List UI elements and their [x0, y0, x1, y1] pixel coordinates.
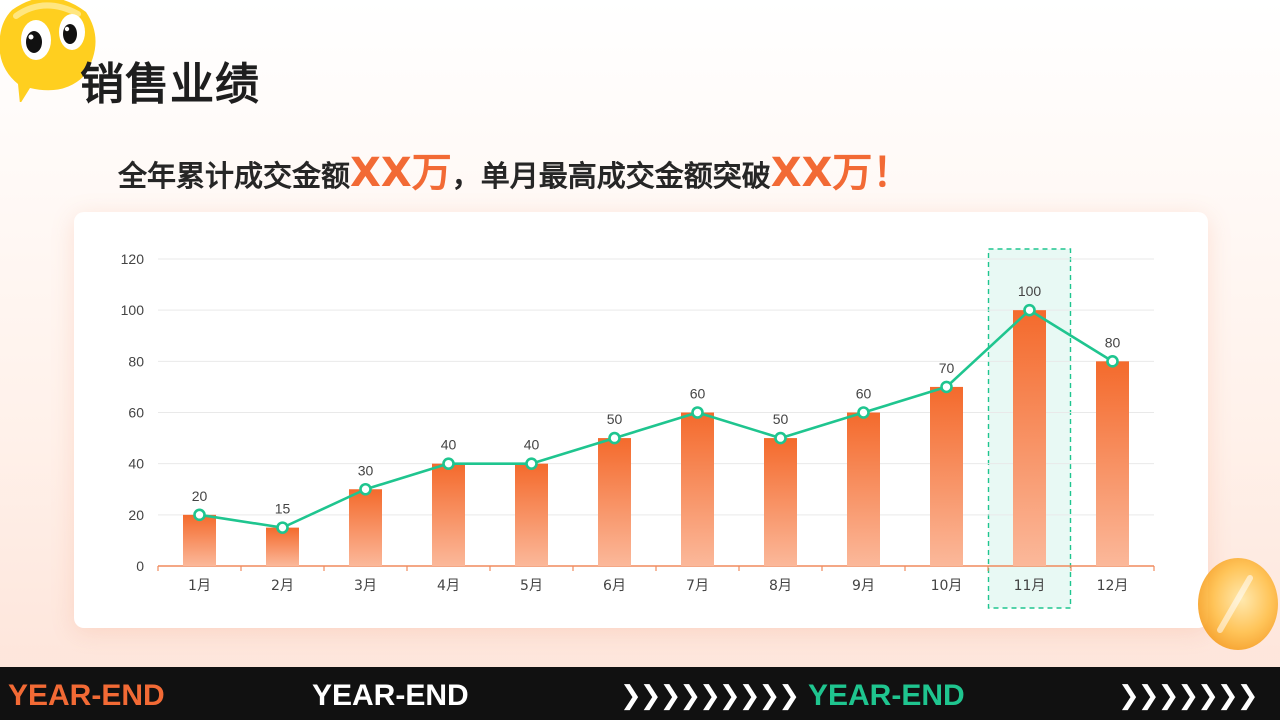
line-point	[940, 380, 953, 394]
line-point	[857, 406, 870, 419]
bar-1月	[183, 514, 216, 566]
data-label: 60	[856, 386, 872, 402]
data-label: 40	[524, 437, 540, 453]
bar-2月	[266, 527, 299, 566]
bar-5月	[515, 463, 548, 566]
line-point	[1106, 355, 1119, 368]
data-label: 40	[441, 437, 457, 453]
x-tick-label: 5月	[520, 578, 543, 594]
bar-10月	[930, 386, 963, 566]
data-label: 15	[275, 501, 291, 517]
bar-3月	[349, 489, 382, 566]
line-point	[525, 457, 538, 470]
bar-7月	[681, 412, 714, 566]
line-point	[691, 406, 704, 419]
data-label: 20	[192, 488, 208, 504]
banner-outline-text: REVIEW	[476, 678, 596, 712]
chart-card: 0 20 40 60 80 100 120 1月 2月 3月 4月 5月 6月 7月 8月 9月 10月 11月 1…	[74, 212, 1208, 628]
x-tick-label: 2月	[271, 578, 294, 594]
banner-solid-text: YEAR-END	[8, 679, 174, 712]
bar-9月	[847, 412, 880, 566]
bar-4月	[432, 463, 465, 566]
mascot-illustration	[0, 0, 96, 102]
sales-chart: 0 20 40 60 80 100 120 1月 2月 3月 4月 5月 6月 7月 8月 9月 10月 11月 1…	[121, 248, 1155, 609]
line-point	[608, 431, 621, 445]
coin-illustration	[1198, 558, 1278, 650]
bar-6月	[598, 438, 631, 566]
year-end-review-banner: YEAR-END REVIEW	[312, 667, 596, 720]
line-point	[276, 521, 289, 534]
bar-11月	[1013, 310, 1046, 566]
x-tick-label: 12月	[1097, 578, 1129, 594]
headline-highlight-1: XX万	[350, 150, 452, 196]
arrow-chevrons-icon: ❯❯❯❯❯❯❯	[1118, 681, 1258, 711]
data-label: 100	[1018, 283, 1042, 299]
y-tick-label: 100	[121, 302, 145, 318]
y-tick-label: 0	[136, 558, 144, 574]
headline-text-2: ，单月最高成交金额突破	[451, 159, 771, 193]
line-point	[193, 508, 206, 522]
line-point	[442, 457, 455, 470]
headline-highlight-2: XX万	[770, 150, 873, 196]
x-tick-label: 4月	[437, 578, 460, 594]
year-end-review-banner: YEAR-END REVIEW	[808, 667, 1092, 720]
line-point	[774, 431, 787, 445]
headline-text-1: 全年累计成交金额	[118, 159, 351, 193]
y-tick-label: 20	[128, 507, 144, 523]
y-tick-label: 80	[128, 353, 144, 369]
y-tick-label: 60	[128, 405, 144, 421]
x-tick-label: 1月	[188, 578, 211, 594]
banner-solid-text: YEAR-END	[808, 679, 974, 712]
x-tick-label: 8月	[769, 578, 792, 594]
data-label: 80	[1105, 334, 1121, 350]
x-tick-label: 3月	[354, 578, 377, 594]
headline: 全年累计成交金额XX万，单月最高成交金额突破XX万！	[118, 140, 912, 198]
x-tick-label: 10月	[931, 578, 963, 594]
line-point	[1023, 303, 1036, 317]
headline-exclamation: ！	[872, 150, 913, 196]
x-tick-label: 9月	[852, 578, 875, 594]
banner-outline-text: REVIEW	[172, 678, 292, 712]
y-tick-label: 40	[128, 456, 144, 472]
x-tick-label: 6月	[603, 578, 626, 594]
data-label: 50	[607, 411, 623, 427]
x-tick-label: 7月	[686, 578, 709, 594]
y-tick-label: 120	[121, 251, 145, 267]
data-label: 60	[690, 386, 706, 402]
footer-marquee: YEAR-END REVIEW YEAR-END REVIEW ❯❯❯❯❯❯❯❯❯ Y…	[0, 667, 1280, 720]
data-label: 30	[358, 462, 374, 478]
bar-12月	[1096, 361, 1129, 566]
x-tick-label: 11月	[1014, 578, 1046, 594]
trend-line	[199, 308, 1114, 529]
banner-outline-text: REVIEW	[972, 678, 1092, 712]
line-point	[359, 482, 372, 496]
arrow-chevrons-icon: ❯❯❯❯❯❯❯❯❯	[620, 681, 800, 711]
banner-solid-text: YEAR-END	[312, 679, 478, 712]
page-title: 销售业绩	[80, 59, 260, 110]
bar-8月	[764, 438, 797, 566]
year-end-review-banner: YEAR-END REVIEW	[8, 667, 292, 720]
data-label: 50	[773, 411, 789, 427]
data-label: 70	[939, 360, 955, 376]
